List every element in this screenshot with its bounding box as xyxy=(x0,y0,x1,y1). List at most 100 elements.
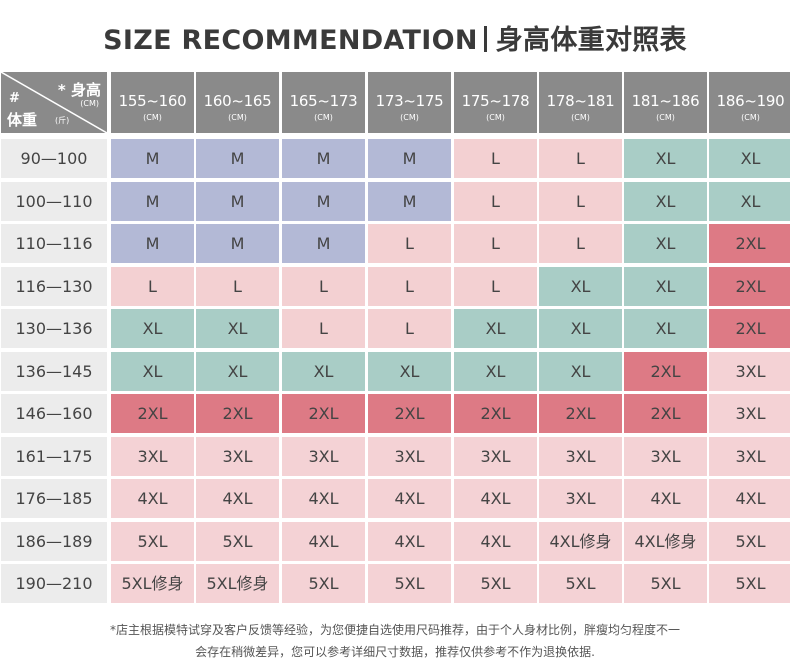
size-cell: XL xyxy=(196,351,279,391)
height-header-3: 173~175 (CM) xyxy=(368,72,451,133)
size-cell: M xyxy=(111,181,194,221)
size-cell: XL xyxy=(454,309,537,348)
title-english: SIZE RECOMMENDATION xyxy=(103,25,478,56)
height-header-6: 181~186 (CM) xyxy=(624,72,707,133)
weight-cell: 90—100 xyxy=(1,139,107,178)
size-cell: 2XL xyxy=(111,394,194,433)
size-cell: 2XL xyxy=(368,394,451,433)
table-row: 110—116 M M M L L L XL 2XL xyxy=(0,224,790,263)
size-cell: 3XL xyxy=(709,394,790,433)
size-cell: 4XL xyxy=(709,479,790,518)
size-cell: 3XL xyxy=(709,436,790,476)
size-cell: XL xyxy=(624,181,707,221)
height-unit: (CM) xyxy=(228,113,247,122)
height-range: 160~165 xyxy=(203,92,272,110)
hash-mark: # xyxy=(9,91,20,106)
height-range: 155~160 xyxy=(118,92,187,110)
height-header-4: 175~178 (CM) xyxy=(454,72,537,133)
title-chinese: 身高体重对照表 xyxy=(495,25,687,56)
size-cell: 2XL xyxy=(196,394,279,433)
size-cell: 5XL xyxy=(111,521,194,561)
size-cell: 4XL xyxy=(368,521,451,561)
size-cell: L xyxy=(368,224,451,263)
height-unit: (CM) xyxy=(314,113,333,122)
size-cell: XL xyxy=(624,266,707,306)
height-range: 165~173 xyxy=(289,92,358,110)
table-row: 116—130 L L L L L XL XL 2XL xyxy=(0,266,790,306)
size-cell: XL xyxy=(111,351,194,391)
size-cell: 4XL xyxy=(454,521,537,561)
size-cell: 2XL xyxy=(624,394,707,433)
size-cell: 5XL xyxy=(196,521,279,561)
size-cell: 4XL xyxy=(282,521,365,561)
size-cell: L xyxy=(282,266,365,306)
height-axis-unit: (CM) xyxy=(80,99,99,108)
size-cell: M xyxy=(196,139,279,178)
size-cell: 3XL xyxy=(539,479,622,518)
title-divider xyxy=(483,26,487,52)
height-header-7: 186~190 (CM) xyxy=(709,72,790,133)
size-cell: XL xyxy=(539,266,622,306)
height-unit: (CM) xyxy=(656,113,675,122)
size-cell: L xyxy=(282,309,365,348)
table-row: 136—145 XL XL XL XL XL XL 2XL 3XL xyxy=(0,351,790,391)
footnote-line-2: 会存在稍微差异，您可以参考详细尺寸数据，推荐仅供参考不作为退换依据. xyxy=(195,645,595,659)
weight-cell: 161—175 xyxy=(1,436,107,476)
height-unit: (CM) xyxy=(400,113,419,122)
size-cell: XL xyxy=(368,351,451,391)
size-cell: XL xyxy=(624,309,707,348)
size-cell: 5XL xyxy=(539,564,622,603)
size-cell: 5XL xyxy=(709,564,790,603)
size-cell: 3XL xyxy=(111,436,194,476)
height-unit: (CM) xyxy=(143,113,162,122)
size-cell: 4XL xyxy=(111,479,194,518)
weight-cell: 146—160 xyxy=(1,394,107,433)
size-cell: 2XL xyxy=(709,266,790,306)
size-cell: 5XL xyxy=(368,564,451,603)
size-cell: XL xyxy=(282,351,365,391)
size-cell: 4XL xyxy=(454,479,537,518)
size-cell: 3XL xyxy=(454,436,537,476)
size-cell: 5XL xyxy=(454,564,537,603)
size-cell: XL xyxy=(111,309,194,348)
table-row: 176—185 4XL 4XL 4XL 4XL 4XL 3XL 4XL 4XL xyxy=(0,479,790,518)
weight-cell: 186—189 xyxy=(1,521,107,561)
size-cell: L xyxy=(539,139,622,178)
size-cell: XL xyxy=(624,224,707,263)
table-row: 190—210 5XL修身 5XL修身 5XL 5XL 5XL 5XL 5XL 5XL xyxy=(0,564,790,603)
size-cell: 4XL xyxy=(196,479,279,518)
size-cell: L xyxy=(196,266,279,306)
weight-cell: 100—110 xyxy=(1,181,107,221)
table-row: 90—100 M M M M L L XL XL xyxy=(0,139,790,178)
weight-axis-label: 体重 xyxy=(7,111,38,129)
height-header-0: 155~160 (CM) xyxy=(111,72,194,133)
table-row: 186—189 5XL 5XL 4XL 4XL 4XL 4XL修身 4XL修身 5XL xyxy=(0,521,790,561)
size-cell: 2XL xyxy=(709,309,790,348)
height-header-2: 165~173 (CM) xyxy=(282,72,365,133)
size-cell: M xyxy=(368,181,451,221)
size-cell: 3XL xyxy=(282,436,365,476)
size-cell: 2XL xyxy=(624,351,707,391)
table-row: 130—136 XL XL L L XL XL XL 2XL xyxy=(0,309,790,348)
size-cell: 4XL修身 xyxy=(539,521,622,561)
size-cell: 4XL修身 xyxy=(624,521,707,561)
size-cell: 3XL xyxy=(196,436,279,476)
weight-cell: 136—145 xyxy=(1,351,107,391)
size-cell: L xyxy=(111,266,194,306)
height-header-1: 160~165 (CM) xyxy=(196,72,279,133)
weight-cell: 190—210 xyxy=(1,564,107,603)
size-cell: 2XL xyxy=(454,394,537,433)
size-cell: L xyxy=(539,224,622,263)
size-cell: 2XL xyxy=(539,394,622,433)
size-cell: XL xyxy=(196,309,279,348)
size-cell: M xyxy=(282,224,365,263)
size-cell: M xyxy=(196,224,279,263)
weight-cell: 176—185 xyxy=(1,479,107,518)
height-axis-label: * 身高 xyxy=(57,81,101,99)
size-cell: M xyxy=(282,139,365,178)
size-cell: 4XL xyxy=(368,479,451,518)
size-cell: 5XL xyxy=(709,521,790,561)
size-cell: 3XL xyxy=(368,436,451,476)
height-range: 186~190 xyxy=(716,92,785,110)
weight-cell: 116—130 xyxy=(1,266,107,306)
